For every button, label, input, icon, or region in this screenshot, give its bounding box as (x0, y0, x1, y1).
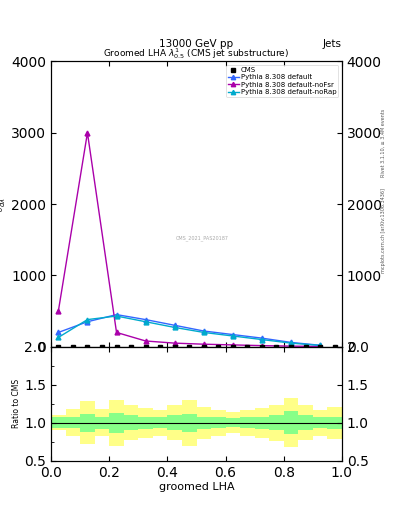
Pythia 8.308 default (289, 339, 294, 346)
Text: Rivet 3.1.10, ≥ 3.4M events: Rivet 3.1.10, ≥ 3.4M events (381, 109, 386, 178)
CMS (56, 344, 61, 350)
CMS (143, 344, 148, 350)
Pythia 8.308 default-noFsr (289, 343, 294, 349)
Pythia 8.308 default-noFsr (114, 329, 119, 335)
Pythia 8.308 default-noFsr (318, 344, 323, 350)
CMS (187, 344, 192, 350)
CMS (332, 344, 337, 350)
Pythia 8.308 default (143, 316, 148, 323)
Title: Groomed LHA $\lambda^{1}_{0.5}$ (CMS jet substructure): Groomed LHA $\lambda^{1}_{0.5}$ (CMS jet… (103, 47, 290, 61)
Y-axis label: Ratio to CMS: Ratio to CMS (13, 379, 22, 429)
CMS (202, 344, 206, 350)
Pythia 8.308 default (114, 311, 119, 317)
Pythia 8.308 default-noRap (289, 340, 294, 346)
Pythia 8.308 default-noRap (85, 316, 90, 323)
CMS (173, 344, 177, 350)
Pythia 8.308 default-noRap (114, 313, 119, 319)
CMS (71, 344, 75, 350)
Pythia 8.308 default-noRap (143, 318, 148, 325)
CMS (85, 344, 90, 350)
CMS (216, 344, 221, 350)
CMS (260, 344, 264, 350)
Line: Pythia 8.308 default: Pythia 8.308 default (56, 312, 323, 348)
Pythia 8.308 default (173, 322, 177, 328)
Pythia 8.308 default (260, 335, 264, 341)
Pythia 8.308 default-noRap (260, 336, 264, 343)
X-axis label: groomed LHA: groomed LHA (159, 482, 234, 493)
Pythia 8.308 default (85, 318, 90, 325)
Pythia 8.308 default-noRap (231, 333, 235, 339)
Pythia 8.308 default-noFsr (260, 343, 264, 349)
Pythia 8.308 default-noFsr (173, 340, 177, 346)
Pythia 8.308 default (202, 328, 206, 334)
CMS (231, 344, 235, 350)
CMS (274, 344, 279, 350)
Line: Pythia 8.308 default-noFsr: Pythia 8.308 default-noFsr (56, 131, 323, 349)
CMS (245, 344, 250, 350)
Pythia 8.308 default-noRap (318, 343, 323, 349)
CMS (114, 344, 119, 350)
Line: CMS: CMS (57, 345, 336, 348)
Pythia 8.308 default-noFsr (143, 338, 148, 344)
Pythia 8.308 default (318, 342, 323, 348)
Y-axis label: $\frac{1}{\sigma}\frac{d\sigma}{d\lambda}$: $\frac{1}{\sigma}\frac{d\sigma}{d\lambda… (0, 196, 8, 212)
Pythia 8.308 default-noFsr (56, 308, 61, 314)
CMS (100, 344, 105, 350)
CMS (129, 344, 134, 350)
Pythia 8.308 default-noFsr (85, 130, 90, 136)
Pythia 8.308 default-noRap (56, 334, 61, 340)
Line: Pythia 8.308 default-noRap: Pythia 8.308 default-noRap (56, 314, 323, 348)
Text: CMS_2021_PAS20187: CMS_2021_PAS20187 (176, 236, 229, 241)
Text: 13000 GeV pp: 13000 GeV pp (160, 38, 233, 49)
CMS (303, 344, 308, 350)
CMS (318, 344, 323, 350)
Text: mcplots.cern.ch [arXiv:1306.3436]: mcplots.cern.ch [arXiv:1306.3436] (381, 188, 386, 273)
Pythia 8.308 default-noFsr (231, 342, 235, 348)
Pythia 8.308 default (56, 329, 61, 335)
Pythia 8.308 default-noRap (202, 329, 206, 335)
Legend: CMS, Pythia 8.308 default, Pythia 8.308 default-noFsr, Pythia 8.308 default-noRa: CMS, Pythia 8.308 default, Pythia 8.308 … (226, 65, 338, 97)
CMS (289, 344, 294, 350)
Pythia 8.308 default-noFsr (202, 341, 206, 347)
Text: Jets: Jets (323, 38, 342, 49)
Pythia 8.308 default-noRap (173, 325, 177, 331)
CMS (158, 344, 163, 350)
Pythia 8.308 default (231, 331, 235, 337)
